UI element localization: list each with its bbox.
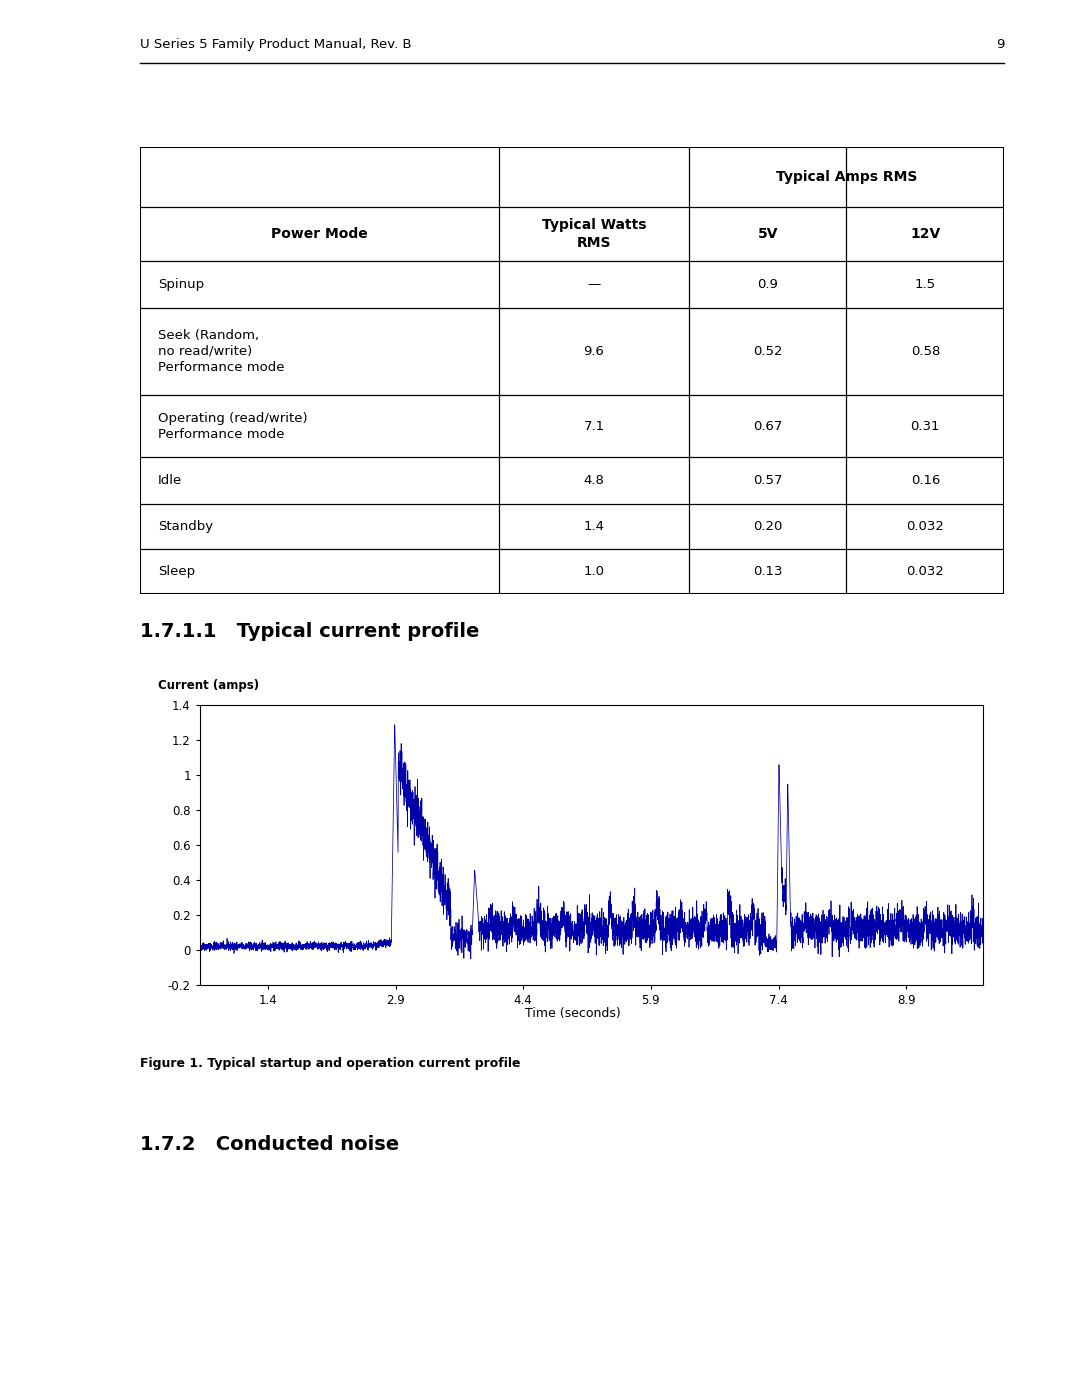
Text: —: —: [588, 278, 600, 291]
Text: 1.0: 1.0: [583, 564, 605, 578]
Text: Typical Amps RMS: Typical Amps RMS: [777, 170, 917, 184]
Text: Current (amps): Current (amps): [158, 679, 259, 692]
Text: 0.13: 0.13: [753, 564, 782, 578]
Text: 0.9: 0.9: [757, 278, 778, 291]
Text: 1.7.2   Conducted noise: 1.7.2 Conducted noise: [140, 1134, 400, 1154]
Text: 1.4: 1.4: [583, 520, 605, 534]
Text: 1.5: 1.5: [915, 278, 936, 291]
Text: 9.6: 9.6: [583, 345, 605, 358]
Text: 7.1: 7.1: [583, 419, 605, 433]
Text: 0.58: 0.58: [910, 345, 940, 358]
Text: 5V: 5V: [757, 226, 778, 240]
Text: 0.16: 0.16: [910, 475, 940, 488]
Text: Spinup: Spinup: [158, 278, 204, 291]
Text: Standby: Standby: [158, 520, 213, 534]
Text: 4.8: 4.8: [583, 475, 605, 488]
Text: 0.67: 0.67: [753, 419, 782, 433]
Text: 0.31: 0.31: [910, 419, 940, 433]
Text: U Series 5 Family Product Manual, Rev. B: U Series 5 Family Product Manual, Rev. B: [140, 38, 413, 52]
Text: 0.57: 0.57: [753, 475, 782, 488]
Text: 0.52: 0.52: [753, 345, 782, 358]
Text: Sleep: Sleep: [158, 564, 194, 578]
Text: Idle: Idle: [158, 475, 181, 488]
Text: Operating (read/write)
Performance mode: Operating (read/write) Performance mode: [158, 412, 308, 440]
Text: Seek (Random,
no read/write)
Performance mode: Seek (Random, no read/write) Performance…: [158, 328, 284, 374]
Text: Power Mode: Power Mode: [271, 226, 368, 240]
Text: 12V: 12V: [910, 226, 941, 240]
Text: 9: 9: [996, 38, 1004, 52]
Text: Time (seconds): Time (seconds): [525, 1007, 620, 1020]
Text: Typical Watts
RMS: Typical Watts RMS: [542, 218, 646, 250]
Text: Figure 1. Typical startup and operation current profile: Figure 1. Typical startup and operation …: [140, 1058, 521, 1070]
Text: 0.032: 0.032: [906, 520, 944, 534]
Text: 0.20: 0.20: [753, 520, 782, 534]
Text: 0.032: 0.032: [906, 564, 944, 578]
Text: 1.7.1.1   Typical current profile: 1.7.1.1 Typical current profile: [140, 622, 480, 641]
